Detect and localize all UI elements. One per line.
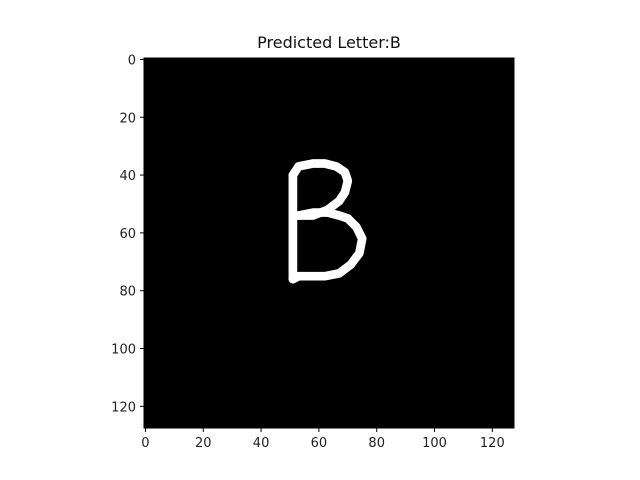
x-tick-label: 60 [311, 436, 328, 451]
y-tick-label: 120 [111, 400, 136, 415]
x-tick-label: 80 [368, 436, 385, 451]
axes-frame [143, 57, 515, 429]
x-tick-label: 120 [480, 436, 505, 451]
y-tick-label: 20 [119, 111, 136, 126]
axes: 0 20 40 60 80 100 120 0 20 40 60 80 100 120 [111, 53, 515, 451]
y-tick-label: 0 [128, 53, 136, 68]
image-background [144, 58, 514, 428]
x-tick-label: 20 [195, 436, 212, 451]
y-tick-label: 40 [119, 169, 136, 184]
y-tick-label: 80 [119, 285, 136, 300]
letter-stroke-middle-bar [294, 208, 353, 223]
letter-stroke-lower-bowl [288, 214, 367, 284]
x-tick-label: 40 [253, 436, 270, 451]
x-tick-label: 100 [422, 436, 447, 451]
x-tick-label: 0 [141, 436, 149, 451]
y-tick-label: 100 [111, 343, 136, 358]
y-tick-label: 60 [119, 227, 136, 242]
chart-title: Predicted Letter:B [257, 33, 401, 52]
